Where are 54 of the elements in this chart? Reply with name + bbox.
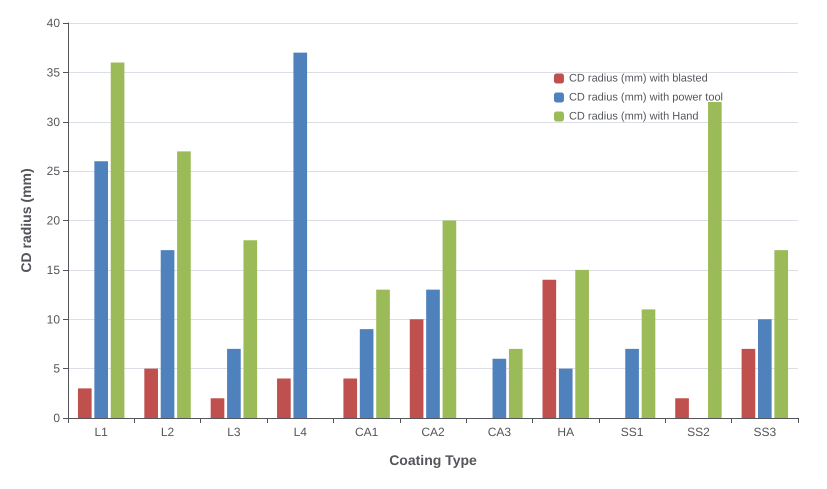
bar bbox=[575, 270, 589, 418]
bar bbox=[492, 358, 506, 418]
legend-label: CD radius (mm) with power tool bbox=[568, 92, 724, 104]
bar bbox=[160, 250, 174, 418]
bar bbox=[508, 348, 523, 418]
bar bbox=[742, 348, 756, 418]
bar bbox=[94, 161, 108, 418]
legend-label: CD radius (mm) with Hand bbox=[568, 110, 699, 122]
x-tick-label: L3 bbox=[227, 425, 241, 439]
y-axis-title: CD radius (mm) bbox=[18, 168, 34, 273]
bar bbox=[243, 240, 258, 418]
bar bbox=[293, 52, 308, 418]
bar bbox=[442, 220, 456, 418]
x-tick-label: SS1 bbox=[620, 425, 644, 439]
y-tick-label: 30 bbox=[46, 114, 60, 129]
bar bbox=[277, 378, 291, 418]
bar bbox=[708, 102, 722, 418]
y-tick-label: 5 bbox=[53, 362, 60, 376]
y-tick-label: 0 bbox=[53, 411, 60, 425]
bar bbox=[542, 280, 556, 418]
x-axis-title: Coating Type bbox=[389, 452, 478, 468]
bar bbox=[177, 151, 191, 418]
x-tick-label: L2 bbox=[160, 425, 175, 439]
x-tick-label: SS3 bbox=[753, 425, 776, 439]
bar bbox=[227, 348, 241, 418]
x-tick-label: CA3 bbox=[488, 425, 512, 439]
bar bbox=[210, 398, 224, 418]
bar bbox=[78, 388, 92, 418]
legend-label: CD radius (mm) with blasted bbox=[568, 72, 708, 84]
x-tick-label: L1 bbox=[94, 425, 108, 439]
bar bbox=[758, 319, 772, 418]
bar bbox=[774, 250, 788, 418]
x-tick-label: CA1 bbox=[354, 425, 379, 439]
bar bbox=[360, 329, 374, 418]
bar bbox=[376, 290, 390, 418]
x-tick-label: HA bbox=[557, 425, 574, 439]
y-tick-label: 20 bbox=[46, 214, 60, 228]
bar bbox=[426, 290, 440, 418]
bar bbox=[110, 62, 124, 418]
bar bbox=[558, 368, 573, 418]
bar bbox=[144, 368, 158, 418]
x-tick-label: L4 bbox=[294, 425, 308, 439]
y-tick-label: 15 bbox=[46, 262, 60, 277]
bar bbox=[675, 398, 689, 418]
x-tick-label: SS2 bbox=[687, 425, 710, 439]
x-tick-label: CA2 bbox=[421, 425, 445, 439]
bar bbox=[410, 319, 424, 418]
y-tick-label: 40 bbox=[46, 16, 60, 30]
bar bbox=[343, 378, 358, 418]
bar bbox=[642, 309, 656, 418]
y-tick-label: 35 bbox=[46, 65, 60, 80]
y-tick-label: 10 bbox=[46, 312, 60, 326]
y-tick-label: 25 bbox=[46, 164, 60, 178]
bar bbox=[625, 348, 639, 418]
